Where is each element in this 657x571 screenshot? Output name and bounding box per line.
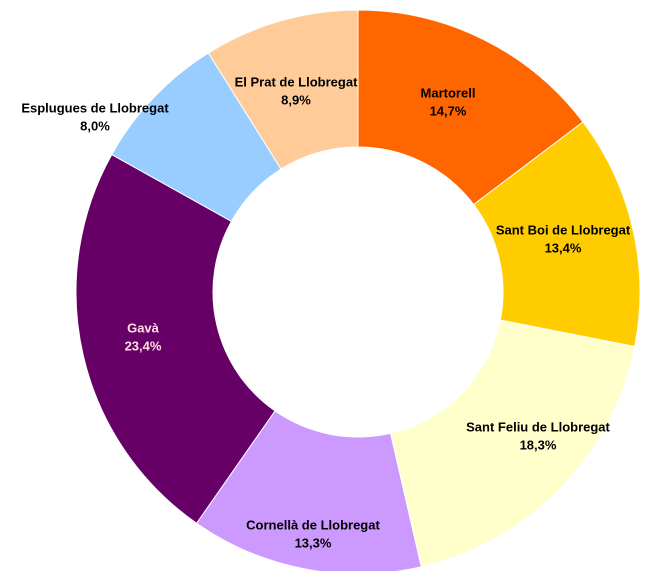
slice-label: Gavà <box>127 320 160 335</box>
slice-label: Cornellà de Llobregat <box>246 517 380 532</box>
slice-label: Sant Feliu de Llobregat <box>466 419 610 434</box>
slice-value-label: 8,0% <box>80 118 110 133</box>
donut-slice <box>389 319 636 568</box>
donut-slice <box>357 9 584 206</box>
slice-label: Sant Boi de Llobregat <box>496 222 631 237</box>
slice-value-label: 14,7% <box>430 103 467 118</box>
slice-value-label: 13,4% <box>545 240 582 255</box>
slice-value-label: 13,3% <box>295 535 332 550</box>
slice-value-label: 8,9% <box>281 92 311 107</box>
slice-value-label: 23,4% <box>125 338 162 353</box>
donut-slice <box>207 9 359 170</box>
slice-label: El Prat de Llobregat <box>235 74 358 89</box>
slice-label: Esplugues de Llobregat <box>21 100 169 115</box>
donut-slice <box>75 153 276 524</box>
slice-value-label: 18,3% <box>520 437 557 452</box>
slice-label: Martorell <box>421 85 476 100</box>
